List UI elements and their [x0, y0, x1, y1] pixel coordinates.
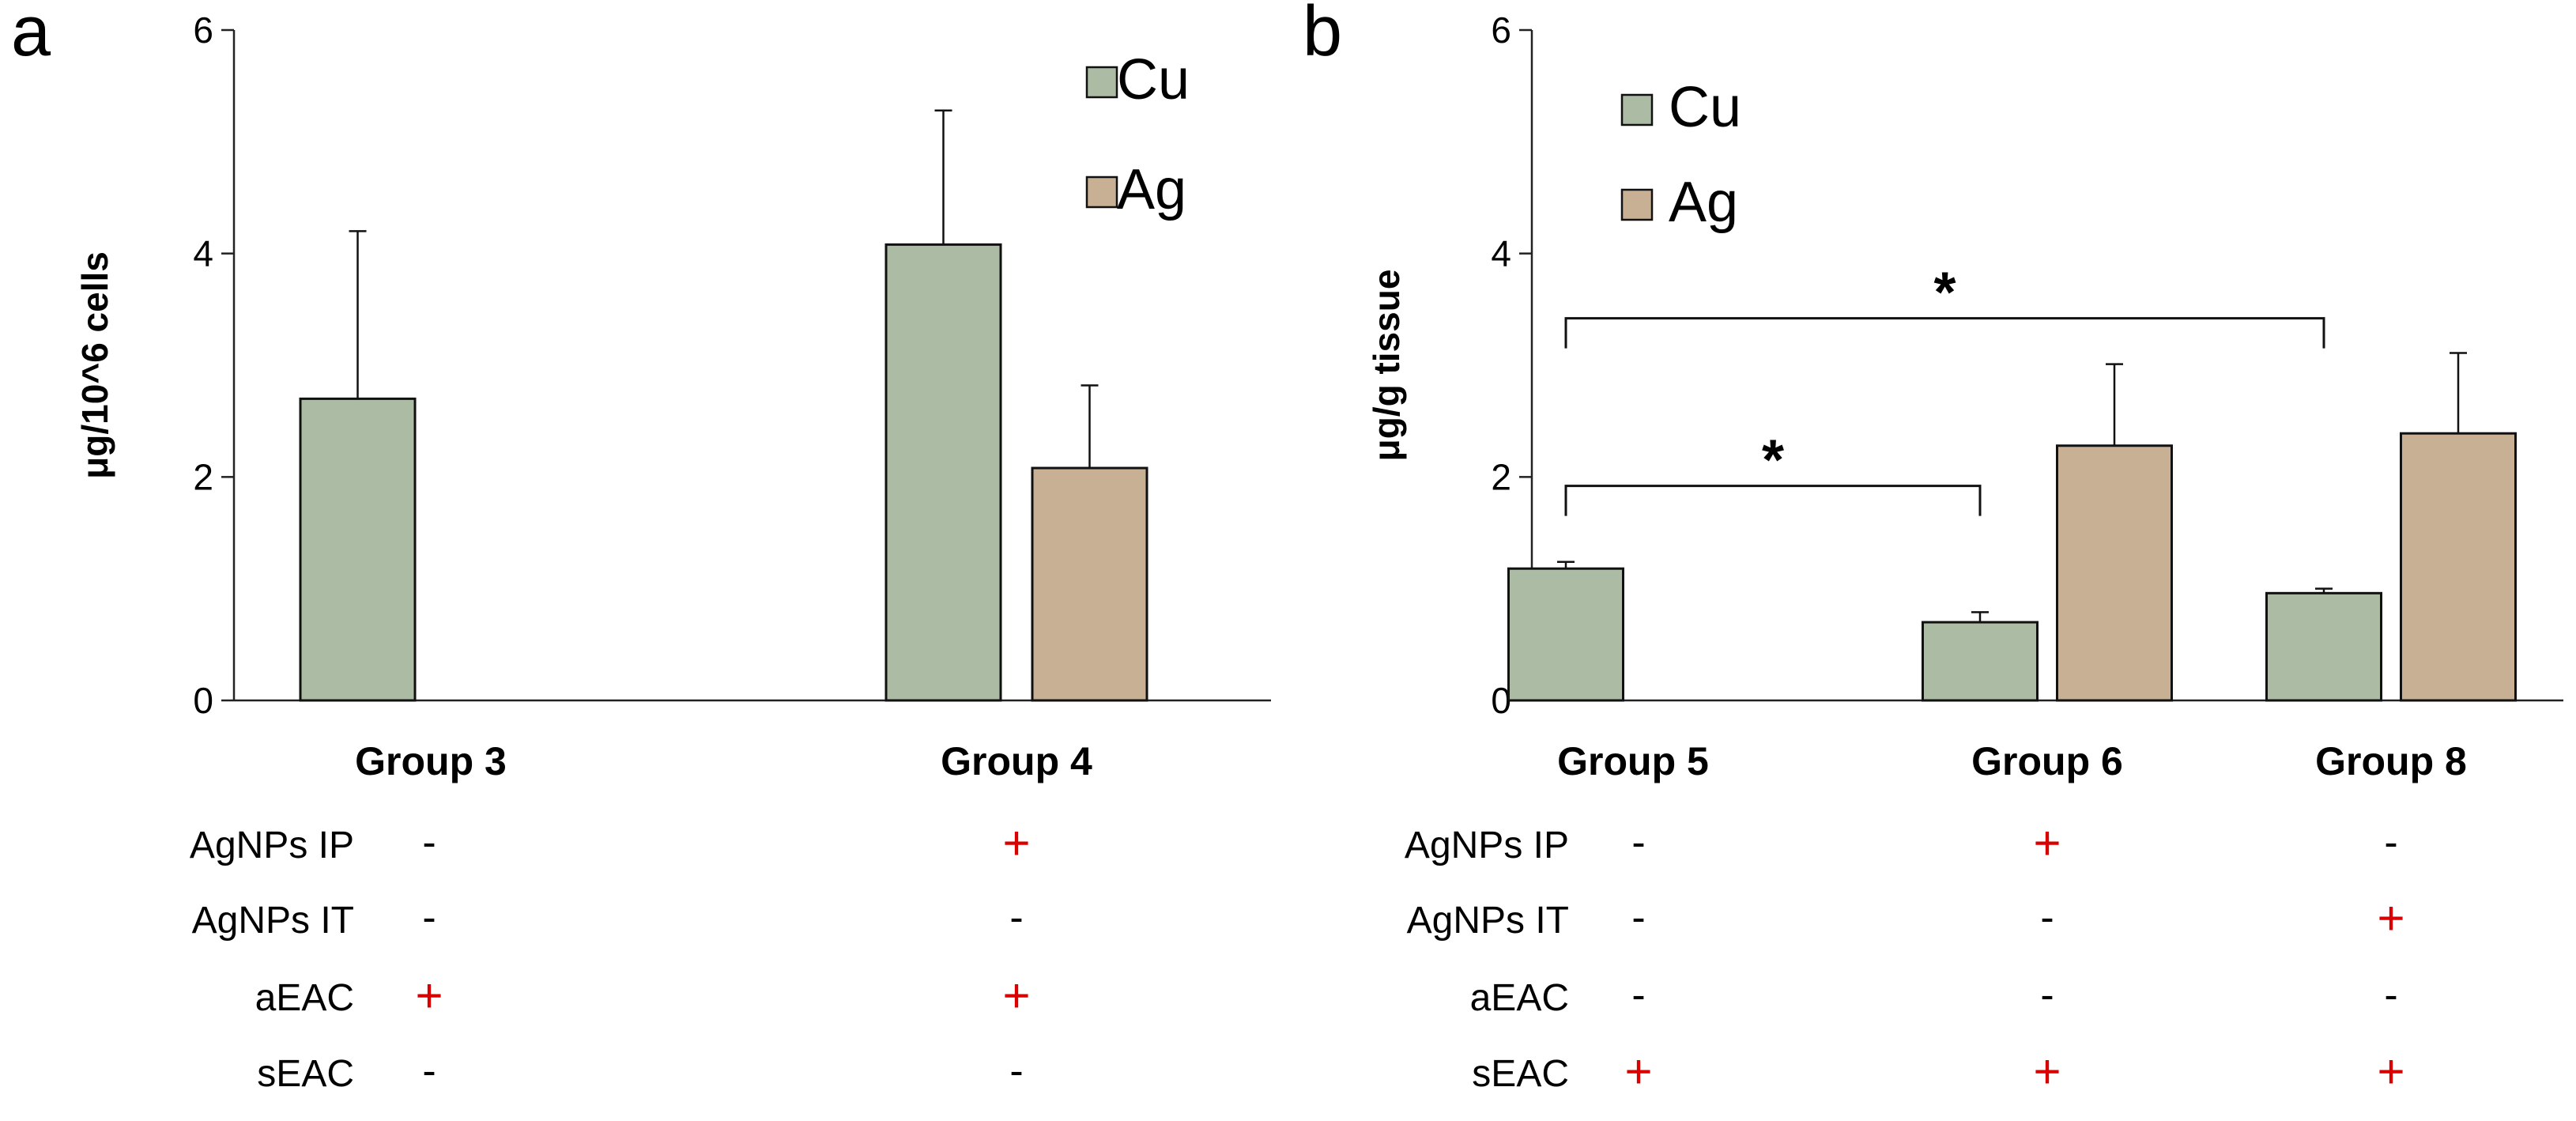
- panel-b-y-tick-label: 2: [1491, 456, 1511, 497]
- panel-a-y-tick-label: 2: [193, 456, 213, 497]
- panel-b-condition-minus: -: [1631, 820, 1645, 866]
- panel-a-label: a: [11, 0, 51, 71]
- panel-a-legend-swatch-cu: [1085, 66, 1118, 99]
- panel-b-significance-marker: *: [1933, 262, 1956, 325]
- panel-b-legend-swatch-ag: [1620, 188, 1654, 221]
- panel-a-condition-label: AgNPs IT: [192, 900, 354, 942]
- panel-b-condition-label: sEAC: [1472, 1053, 1569, 1095]
- panel-a-condition-minus: -: [422, 1048, 436, 1094]
- panel-b-category-label: Group 6: [1971, 739, 2123, 783]
- panel-b-condition-label: aEAC: [1470, 977, 1569, 1019]
- panel-b-condition-minus: -: [2040, 895, 2054, 941]
- panel-b-bar-cu-group-8: [2265, 591, 2382, 702]
- panel-b-condition-minus: -: [2040, 972, 2054, 1018]
- panel-a-condition-plus: +: [1002, 969, 1030, 1022]
- panel-b-category-label: Group 8: [2315, 739, 2467, 783]
- panel-b-legend-label-cu: Cu: [1669, 76, 1741, 139]
- panel-a-bar-cu-group-4: [884, 243, 1002, 702]
- panel-a-y-tick-label: 6: [193, 9, 213, 51]
- panel-a-condition-label: aEAC: [255, 977, 354, 1019]
- panel-b-y-axis-title: μg/g tissue: [1366, 270, 1407, 462]
- panel-b-legend-label-ag: Ag: [1669, 171, 1738, 234]
- panel-b-condition-plus: +: [2377, 1045, 2404, 1098]
- panel-a-bar-cu-group-3: [299, 397, 417, 702]
- panel-b-condition-plus: +: [2033, 1045, 2061, 1098]
- panel-b-y-tick-label: 6: [1491, 9, 1511, 51]
- panel-a-y-tick-label: 0: [193, 680, 213, 721]
- panel-b-condition-plus: +: [2377, 892, 2404, 945]
- panel-b-bar-cu-group-5: [1507, 567, 1624, 702]
- panel-a-condition-minus: -: [1009, 895, 1023, 941]
- panel-b-condition-minus: -: [1631, 972, 1645, 1018]
- panel-b-significance-bracket: [1564, 317, 2325, 349]
- panel-a-bar-ag-group-4: [1031, 466, 1148, 702]
- panel-b-significance-marker: *: [1762, 429, 1784, 493]
- panel-a-condition-label: AgNPs IP: [190, 825, 354, 866]
- panel-a-y-axis-title: μg/10^6 cells: [74, 251, 115, 479]
- panel-b-condition-plus: +: [1624, 1045, 1652, 1098]
- panel-b-condition-minus: -: [2384, 820, 2397, 866]
- panel-b-bar-ag-group-6: [2056, 444, 2173, 702]
- panel-a-legend-swatch-ag: [1085, 176, 1118, 209]
- panel-a-category-label: Group 3: [355, 739, 507, 783]
- panel-a-condition-plus: +: [1002, 817, 1030, 870]
- panel-a-condition-plus: +: [415, 969, 443, 1022]
- panel-b-condition-plus: +: [2033, 817, 2061, 870]
- panel-b-condition-minus: -: [2384, 972, 2397, 1018]
- panel-b-label: b: [1303, 0, 1342, 71]
- panel-a-condition-minus: -: [422, 820, 436, 866]
- panel-b-significance-bracket: [1564, 485, 1982, 516]
- panel-a-condition-label: sEAC: [257, 1053, 354, 1095]
- panel-b-condition-minus: -: [1631, 895, 1645, 941]
- panel-b-condition-label: AgNPs IT: [1407, 900, 1569, 942]
- panel-a-category-label: Group 4: [941, 739, 1092, 783]
- panel-b-category-label: Group 5: [1557, 739, 1709, 783]
- panel-b-condition-label: AgNPs IP: [1405, 825, 1569, 866]
- panel-a-y-tick-label: 4: [193, 233, 213, 274]
- panel-b-bar-ag-group-8: [2400, 432, 2517, 702]
- panel-b-legend-swatch-cu: [1620, 93, 1654, 126]
- panel-a-condition-minus: -: [422, 895, 436, 941]
- panel-a-legend-label-cu: Cu: [1117, 48, 1190, 111]
- panel-a-legend-label-ag: Ag: [1117, 158, 1186, 221]
- panel-b-y-tick-label: 4: [1491, 233, 1511, 274]
- panel-a-condition-minus: -: [1009, 1048, 1023, 1094]
- panel-b-bar-cu-group-6: [1922, 621, 2039, 702]
